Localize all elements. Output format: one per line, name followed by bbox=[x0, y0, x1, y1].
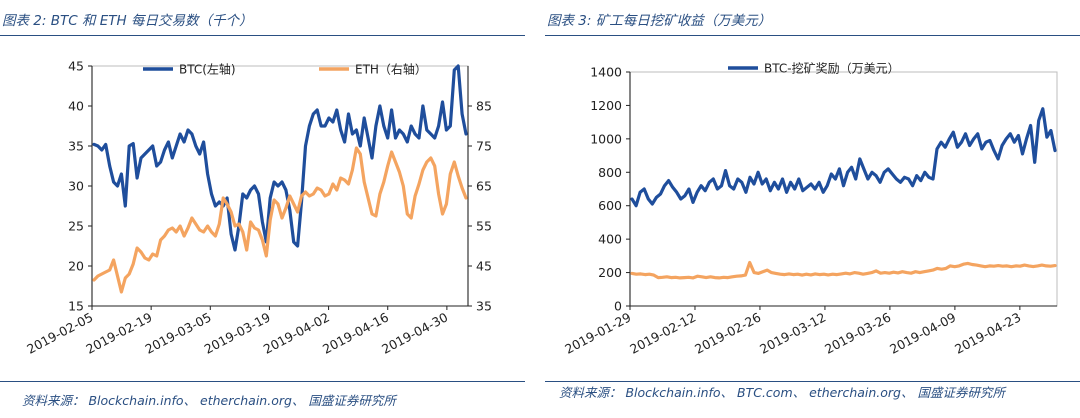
legend-label: BTC(左轴) bbox=[179, 62, 236, 77]
legend-label: ETH（右轴） bbox=[355, 62, 427, 77]
series-line-secondary bbox=[630, 260, 1057, 280]
y-tick-label-left: 15 bbox=[68, 299, 84, 314]
y-tick-label-left: 1000 bbox=[590, 131, 622, 146]
y-tick-label-left: 20 bbox=[68, 259, 84, 274]
series-line-primary bbox=[92, 64, 468, 252]
figure-3-bottom-rule bbox=[545, 381, 1080, 382]
y-tick-label-left: 30 bbox=[68, 179, 84, 194]
x-tick-label: 2019-03-12 bbox=[757, 309, 828, 356]
x-tick-label: 2019-04-09 bbox=[887, 309, 958, 356]
series-line-eth bbox=[92, 146, 468, 294]
x-tick-label: 2019-01-29 bbox=[562, 309, 633, 356]
x-tick-label: 2019-04-02 bbox=[261, 309, 332, 356]
x-tick-label: 2019-03-26 bbox=[822, 309, 893, 356]
y-tick-label-right: 65 bbox=[476, 179, 492, 194]
x-tick-label: 2019-03-19 bbox=[202, 309, 273, 356]
figure-2-title: 图表 2: BTC 和 ETH 每日交易数（千个） bbox=[2, 13, 253, 29]
y-tick-label-left: 600 bbox=[598, 198, 622, 213]
y-tick-label-right: 85 bbox=[476, 99, 492, 114]
y-tick-label-left: 1200 bbox=[590, 98, 622, 113]
y-tick-label-left: 0 bbox=[614, 299, 622, 314]
y-tick-label-left: 400 bbox=[598, 232, 622, 247]
miner-revenue-chart: 02004006008001000120014002019-01-292019-… bbox=[562, 61, 1058, 357]
y-tick-label-right: 35 bbox=[476, 299, 492, 314]
x-tick-label: 2019-03-05 bbox=[143, 309, 214, 356]
x-tick-label: 2019-02-26 bbox=[692, 309, 763, 356]
plot-area-frame bbox=[629, 71, 1058, 307]
x-tick-label: 2019-02-12 bbox=[627, 309, 698, 356]
y-tick-label-left: 40 bbox=[68, 99, 84, 114]
x-tick-label: 2019-04-16 bbox=[320, 309, 391, 356]
x-tick-label: 2019-02-19 bbox=[83, 309, 154, 356]
btc-eth-transactions-chart: 152025303540453545556575852019-02-052019… bbox=[24, 59, 492, 357]
figure-3-panel: 图表 3: 矿工每日挖矿收益（万美元） 0 200 400 600 800 1000 120… bbox=[545, 0, 1080, 418]
x-tick-label: 2019-02-05 bbox=[24, 309, 95, 356]
figure-3-top-rule bbox=[545, 35, 1080, 36]
figure-3-title: 图表 3: 矿工每日挖矿收益（万美元） bbox=[547, 13, 772, 29]
figure-2-panel: 图表 2: BTC 和 ETH 每日交易数（千个） 15 20 25 30 35 40 45… bbox=[0, 0, 525, 418]
figure-2-bottom-rule bbox=[0, 381, 525, 382]
y-tick-label-left: 1400 bbox=[590, 65, 622, 80]
y-tick-label-right: 55 bbox=[476, 219, 492, 234]
y-tick-label-left: 200 bbox=[598, 265, 622, 280]
y-tick-label-left: 800 bbox=[598, 165, 622, 180]
figure-3-source: 资料来源： Blockchain.info、 BTC.com、 ethercha… bbox=[559, 385, 1005, 400]
y-tick-label-right: 45 bbox=[476, 259, 492, 274]
y-tick-label-right: 75 bbox=[476, 139, 492, 154]
x-tick-label: 2019-04-30 bbox=[379, 309, 450, 356]
y-tick-label-left: 25 bbox=[68, 219, 84, 234]
legend-label: BTC-挖矿奖励（万美元） bbox=[764, 61, 900, 76]
x-tick-label: 2019-04-23 bbox=[952, 309, 1023, 356]
figure-2-top-rule bbox=[0, 35, 525, 36]
y-tick-label-left: 35 bbox=[68, 139, 84, 154]
series-line-primary bbox=[630, 107, 1057, 208]
y-tick-label-left: 45 bbox=[68, 59, 84, 74]
figure-2-source: 资料来源： Blockchain.info、 etherchain.org、 国… bbox=[22, 393, 396, 408]
